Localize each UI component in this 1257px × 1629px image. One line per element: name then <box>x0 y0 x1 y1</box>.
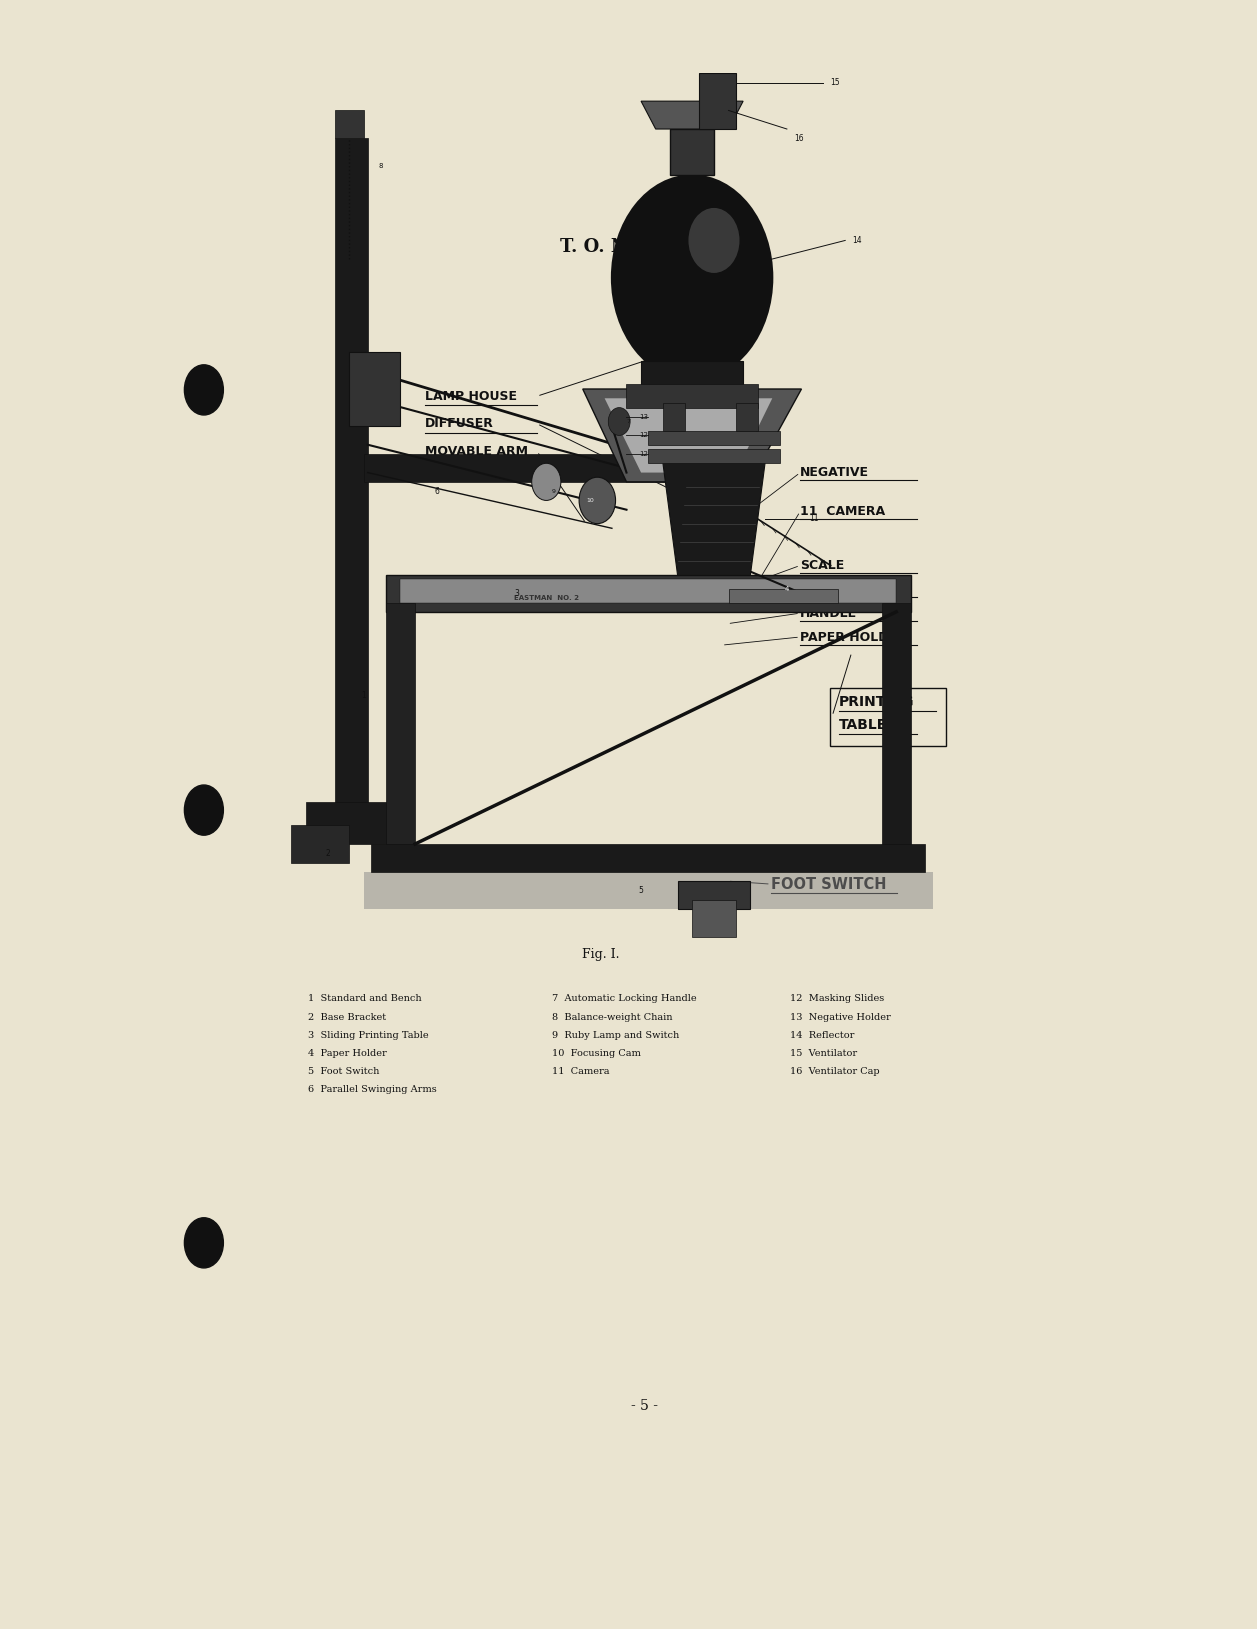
Bar <box>626 384 758 407</box>
Text: 8  Balance-weight Chain: 8 Balance-weight Chain <box>552 1013 672 1021</box>
Text: 13  Negative Holder: 13 Negative Holder <box>791 1013 891 1021</box>
Bar <box>699 73 735 129</box>
Text: 13: 13 <box>640 414 649 420</box>
Text: 5: 5 <box>639 886 644 894</box>
Bar <box>305 801 393 844</box>
Text: 4: 4 <box>784 586 789 591</box>
Circle shape <box>185 1218 224 1267</box>
Circle shape <box>579 477 616 523</box>
Text: 5  Foot Switch: 5 Foot Switch <box>308 1067 380 1077</box>
Text: PAPER HOLDER: PAPER HOLDER <box>801 630 906 643</box>
Polygon shape <box>605 399 772 472</box>
Text: PRINTING: PRINTING <box>840 696 915 709</box>
Text: TABLE: TABLE <box>840 718 887 731</box>
Bar <box>670 129 714 176</box>
Text: 6  Parallel Swinging Arms: 6 Parallel Swinging Arms <box>308 1085 437 1095</box>
Bar <box>386 603 415 854</box>
Text: SCALE: SCALE <box>801 559 845 572</box>
Text: MOVABLE ARM: MOVABLE ARM <box>425 445 528 458</box>
Text: 11: 11 <box>808 515 818 523</box>
Text: 15: 15 <box>831 78 840 86</box>
Text: FOOT SWITCH: FOOT SWITCH <box>771 876 886 891</box>
Bar <box>729 588 838 603</box>
Text: 16  Ventilator Cap: 16 Ventilator Cap <box>791 1067 880 1077</box>
Bar <box>693 899 735 937</box>
Text: 2: 2 <box>326 849 329 858</box>
Text: 6: 6 <box>435 487 440 495</box>
Text: 2  Base Bracket: 2 Base Bracket <box>308 1013 386 1021</box>
Bar <box>678 881 750 909</box>
Text: 12  Masking Slides: 12 Masking Slides <box>791 994 885 1003</box>
Bar <box>334 138 368 816</box>
Text: 1  Standard and Bench: 1 Standard and Bench <box>308 994 422 1003</box>
Circle shape <box>185 785 224 836</box>
Text: LAMP HOUSE: LAMP HOUSE <box>425 389 517 402</box>
Bar <box>401 580 896 603</box>
Circle shape <box>532 463 561 500</box>
Text: 10: 10 <box>586 498 593 503</box>
Text: - 5 -: - 5 - <box>631 1399 657 1412</box>
Circle shape <box>608 407 630 435</box>
Text: 3  Sliding Printing Table: 3 Sliding Printing Table <box>308 1031 429 1039</box>
Text: 12: 12 <box>640 451 649 458</box>
Text: 16: 16 <box>794 134 803 143</box>
Text: 15  Ventilator: 15 Ventilator <box>791 1049 857 1059</box>
Text: 7: 7 <box>626 419 631 424</box>
Bar <box>649 450 779 463</box>
Bar <box>365 454 670 482</box>
Polygon shape <box>662 463 766 575</box>
Text: 1: 1 <box>362 691 366 700</box>
Circle shape <box>689 209 739 274</box>
Text: 10  Focusing Cam: 10 Focusing Cam <box>552 1049 641 1059</box>
Bar <box>292 826 349 863</box>
Bar <box>386 575 911 613</box>
Text: 12: 12 <box>640 432 649 438</box>
Circle shape <box>612 176 772 380</box>
Text: Fig. I.: Fig. I. <box>582 948 620 961</box>
Text: 14: 14 <box>852 236 862 244</box>
Bar <box>349 352 401 427</box>
Bar <box>371 844 925 872</box>
Text: 8: 8 <box>378 163 383 169</box>
Circle shape <box>185 365 224 415</box>
Text: HANDLE: HANDLE <box>801 606 857 619</box>
Text: 9: 9 <box>552 489 556 494</box>
Text: 11  CAMERA: 11 CAMERA <box>801 505 885 518</box>
Text: 3: 3 <box>514 588 519 598</box>
Polygon shape <box>641 101 743 129</box>
Text: 11  Camera: 11 Camera <box>552 1067 610 1077</box>
Bar <box>649 430 779 445</box>
Bar <box>881 603 911 854</box>
Text: 7  Automatic Locking Handle: 7 Automatic Locking Handle <box>552 994 696 1003</box>
Bar <box>334 111 365 138</box>
Text: DIFFUSER: DIFFUSER <box>425 417 494 430</box>
Bar <box>641 362 743 389</box>
Text: T. O. No. 10-15-2: T. O. No. 10-15-2 <box>559 238 729 256</box>
Polygon shape <box>583 389 802 482</box>
Bar <box>365 872 933 909</box>
Bar <box>735 402 758 430</box>
Bar <box>662 402 685 430</box>
Text: 9  Ruby Lamp and Switch: 9 Ruby Lamp and Switch <box>552 1031 679 1039</box>
Text: VARIABLE CAM: VARIABLE CAM <box>801 583 904 596</box>
Text: EASTMAN  NO. 2: EASTMAN NO. 2 <box>514 595 578 601</box>
Text: NEGATIVE: NEGATIVE <box>801 466 869 479</box>
Text: 4  Paper Holder: 4 Paper Holder <box>308 1049 387 1059</box>
Text: 14  Reflector: 14 Reflector <box>791 1031 855 1039</box>
